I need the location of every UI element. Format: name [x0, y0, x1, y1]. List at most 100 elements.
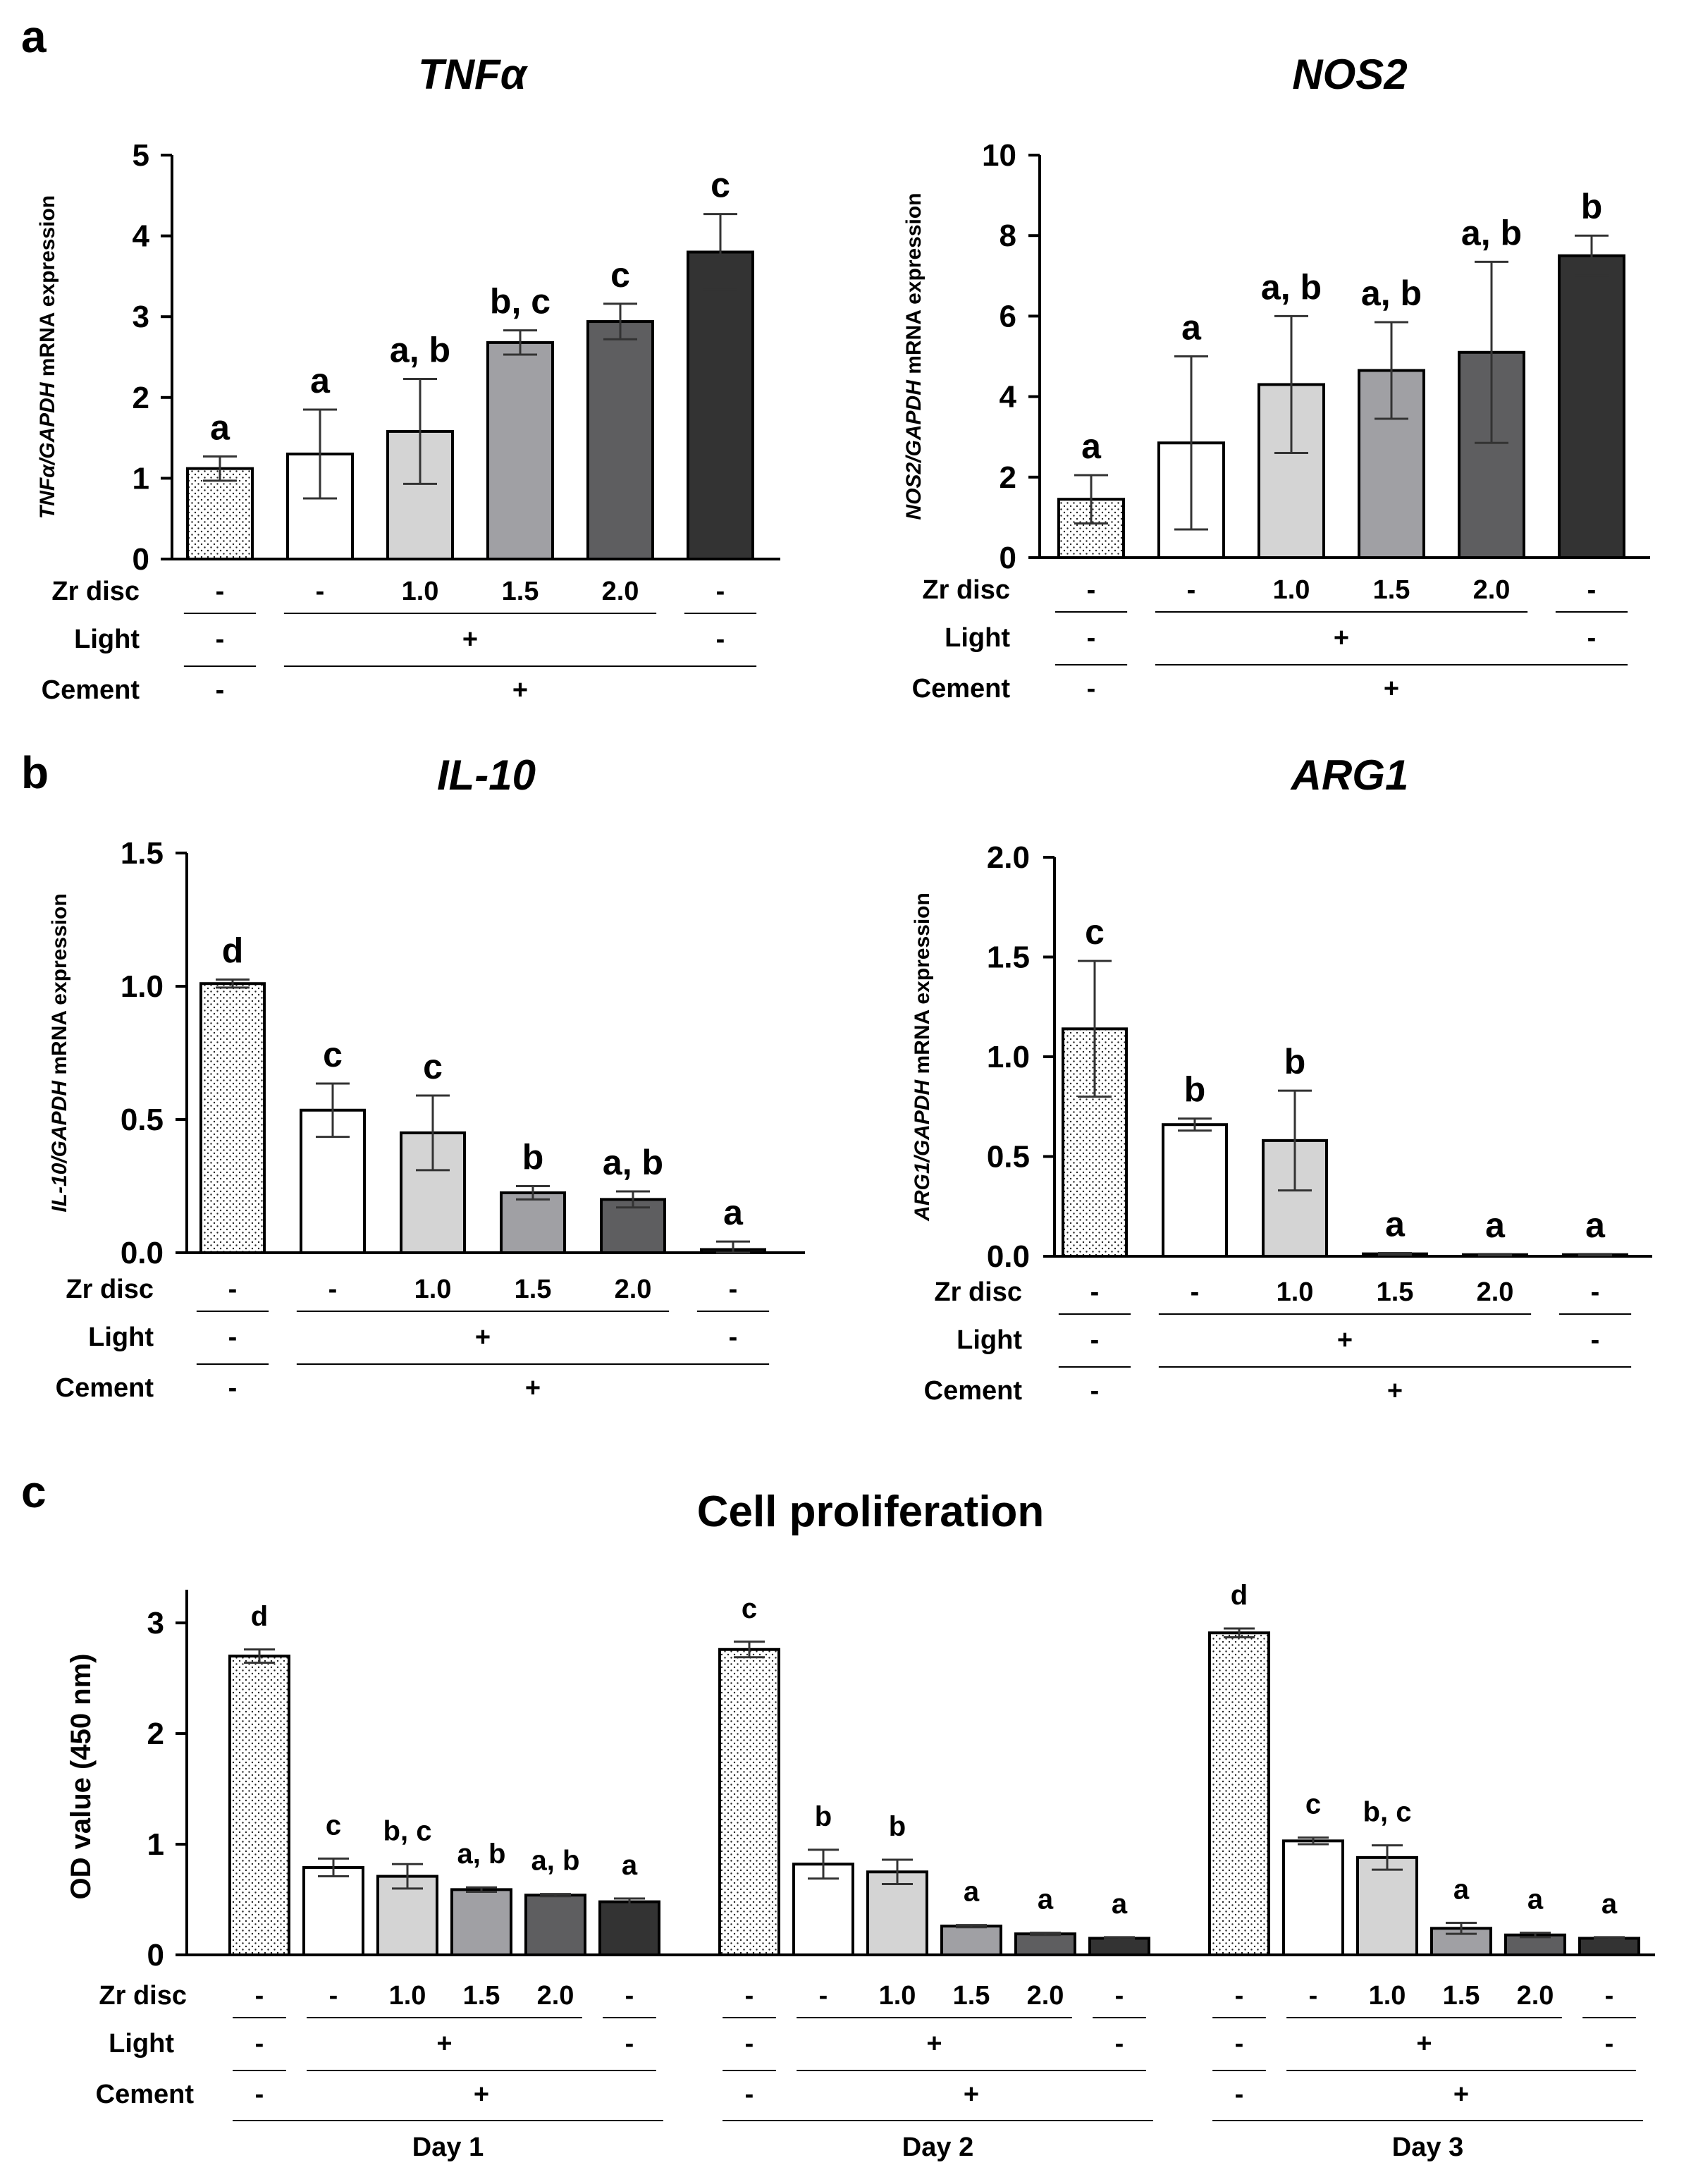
zr-disc-value: 1.5	[1443, 1981, 1480, 2011]
cement-value: +	[964, 2080, 979, 2109]
zr-disc-value: 2.0	[537, 1981, 574, 2011]
row-label-light: Light	[945, 623, 1010, 653]
zr-disc-value: -	[228, 1275, 238, 1304]
significance-label: a	[1453, 1874, 1470, 1905]
significance-label: a, b	[1361, 274, 1422, 313]
light-value: -	[729, 1323, 738, 1352]
significance-label: b, c	[383, 1815, 432, 1846]
significance-label: c	[323, 1035, 343, 1074]
light-value: +	[475, 1323, 491, 1352]
significance-label: c	[711, 166, 730, 205]
bar	[302, 1865, 364, 1956]
significance-label: c	[326, 1810, 341, 1841]
light-value: +	[1337, 1325, 1353, 1355]
significance-label: a	[1385, 1204, 1406, 1244]
significance-label: c	[742, 1593, 757, 1624]
zr-disc-value: 1.5	[515, 1275, 552, 1304]
light-value: -	[625, 2029, 634, 2059]
bar	[1014, 1932, 1076, 1957]
zr-disc-value: 1.0	[879, 1981, 916, 2011]
row-label-cement: Cement	[42, 675, 140, 705]
panel-label-c: c	[21, 1466, 47, 1517]
zr-disc-value: -	[625, 1981, 634, 2011]
significance-label: b	[815, 1801, 832, 1832]
row-label-cement: Cement	[924, 1376, 1023, 1406]
zr-disc-value: 1.5	[1373, 575, 1410, 605]
cement-value: +	[1384, 674, 1399, 704]
zr-disc-value: -	[216, 577, 225, 606]
cement-value: +	[1387, 1376, 1403, 1406]
bar	[1162, 1123, 1228, 1258]
significance-label: b, c	[490, 282, 551, 321]
zr-disc-value: -	[819, 1981, 828, 2011]
bar	[940, 1925, 1002, 1957]
significance-label: a	[964, 1877, 980, 1908]
light-value: -	[228, 1323, 238, 1352]
y-tick-label: 6	[1000, 299, 1016, 333]
light-value: -	[216, 625, 225, 654]
significance-label: a, b	[603, 1143, 663, 1182]
zr-disc-value: 1.5	[463, 1981, 500, 2011]
significance-label: a	[1181, 308, 1202, 348]
y-tick-label: 1.5	[121, 836, 164, 871]
zr-disc-value: 2.0	[615, 1275, 652, 1304]
bar	[1578, 1937, 1640, 1957]
bar	[450, 1888, 512, 1957]
row-label-zr-disc: Zr disc	[51, 577, 140, 606]
y-tick-label: 5	[133, 138, 149, 173]
chart-title: NOS2	[1292, 51, 1407, 98]
significance-label: b	[889, 1811, 906, 1842]
row-label-light: Light	[109, 2029, 174, 2059]
day-label: Day 1	[412, 2133, 484, 2162]
light-value: +	[1334, 623, 1349, 653]
significance-label: a	[1485, 1206, 1506, 1245]
bar	[1356, 1855, 1418, 1957]
cement-value: -	[1235, 2080, 1244, 2109]
cement-value: -	[255, 2080, 264, 2109]
day-label: Day 3	[1392, 2133, 1463, 2162]
cement-value: -	[1090, 1376, 1100, 1406]
y-tick-label: 0	[1000, 541, 1016, 575]
cement-value: +	[512, 675, 528, 705]
significance-label: a	[622, 1850, 638, 1881]
zr-disc-value: -	[1191, 1277, 1200, 1307]
bar	[586, 320, 654, 560]
significance-label: d	[251, 1601, 268, 1632]
y-axis-label-gene: TNFα/GAPDH	[36, 381, 59, 519]
chart-cell-proliferation: Cell proliferation OD value (450 nm) 0 1 2 3 Z…	[66, 1487, 1655, 2162]
zr-disc-value: -	[1187, 575, 1196, 605]
light-value: -	[1587, 623, 1597, 653]
significance-label: a, b	[390, 330, 450, 369]
y-tick-label: 0.0	[121, 1236, 164, 1270]
significance-label: c	[1085, 912, 1105, 952]
row-label-light: Light	[74, 625, 140, 654]
bar	[486, 341, 554, 560]
chart-nos2: NOS2 NOS2/GAPDH mRNA expression 0 2 4 6 8 10 a a a…	[902, 51, 1650, 704]
bar	[687, 250, 754, 560]
significance-label: c	[1305, 1789, 1321, 1820]
bar	[228, 1655, 290, 1957]
row-label-light: Light	[88, 1323, 154, 1352]
cement-value: -	[216, 675, 225, 705]
cement-value: +	[525, 1373, 541, 1403]
significance-label: c	[423, 1047, 443, 1086]
y-axis-label-gene: NOS2/GAPDH	[902, 379, 926, 520]
bar	[718, 1648, 780, 1957]
chart-arg1: ARG1 ARG1/GAPDH mRNA expression 0.0 0.5 1.0 1…	[911, 751, 1652, 1406]
y-tick-label: 0	[133, 542, 149, 577]
y-tick-label: 2	[147, 1717, 164, 1751]
y-tick-label: 1	[147, 1827, 164, 1862]
y-axis-label: OD value (450 nm)	[66, 1653, 97, 1899]
y-tick-label: 0.5	[121, 1103, 164, 1137]
row-label-zr-disc: Zr disc	[922, 575, 1010, 605]
chart-title: ARG1	[1290, 751, 1409, 799]
y-tick-label: 1	[133, 461, 149, 496]
y-tick-label: 0	[147, 1938, 164, 1973]
bar	[1088, 1937, 1150, 1957]
chart-title: IL-10	[437, 751, 536, 799]
zr-disc-value: -	[255, 1981, 264, 2011]
light-value: -	[716, 625, 725, 654]
zr-disc-value: -	[716, 577, 725, 606]
chart-title: TNFα	[418, 51, 529, 98]
light-value: -	[745, 2029, 754, 2059]
